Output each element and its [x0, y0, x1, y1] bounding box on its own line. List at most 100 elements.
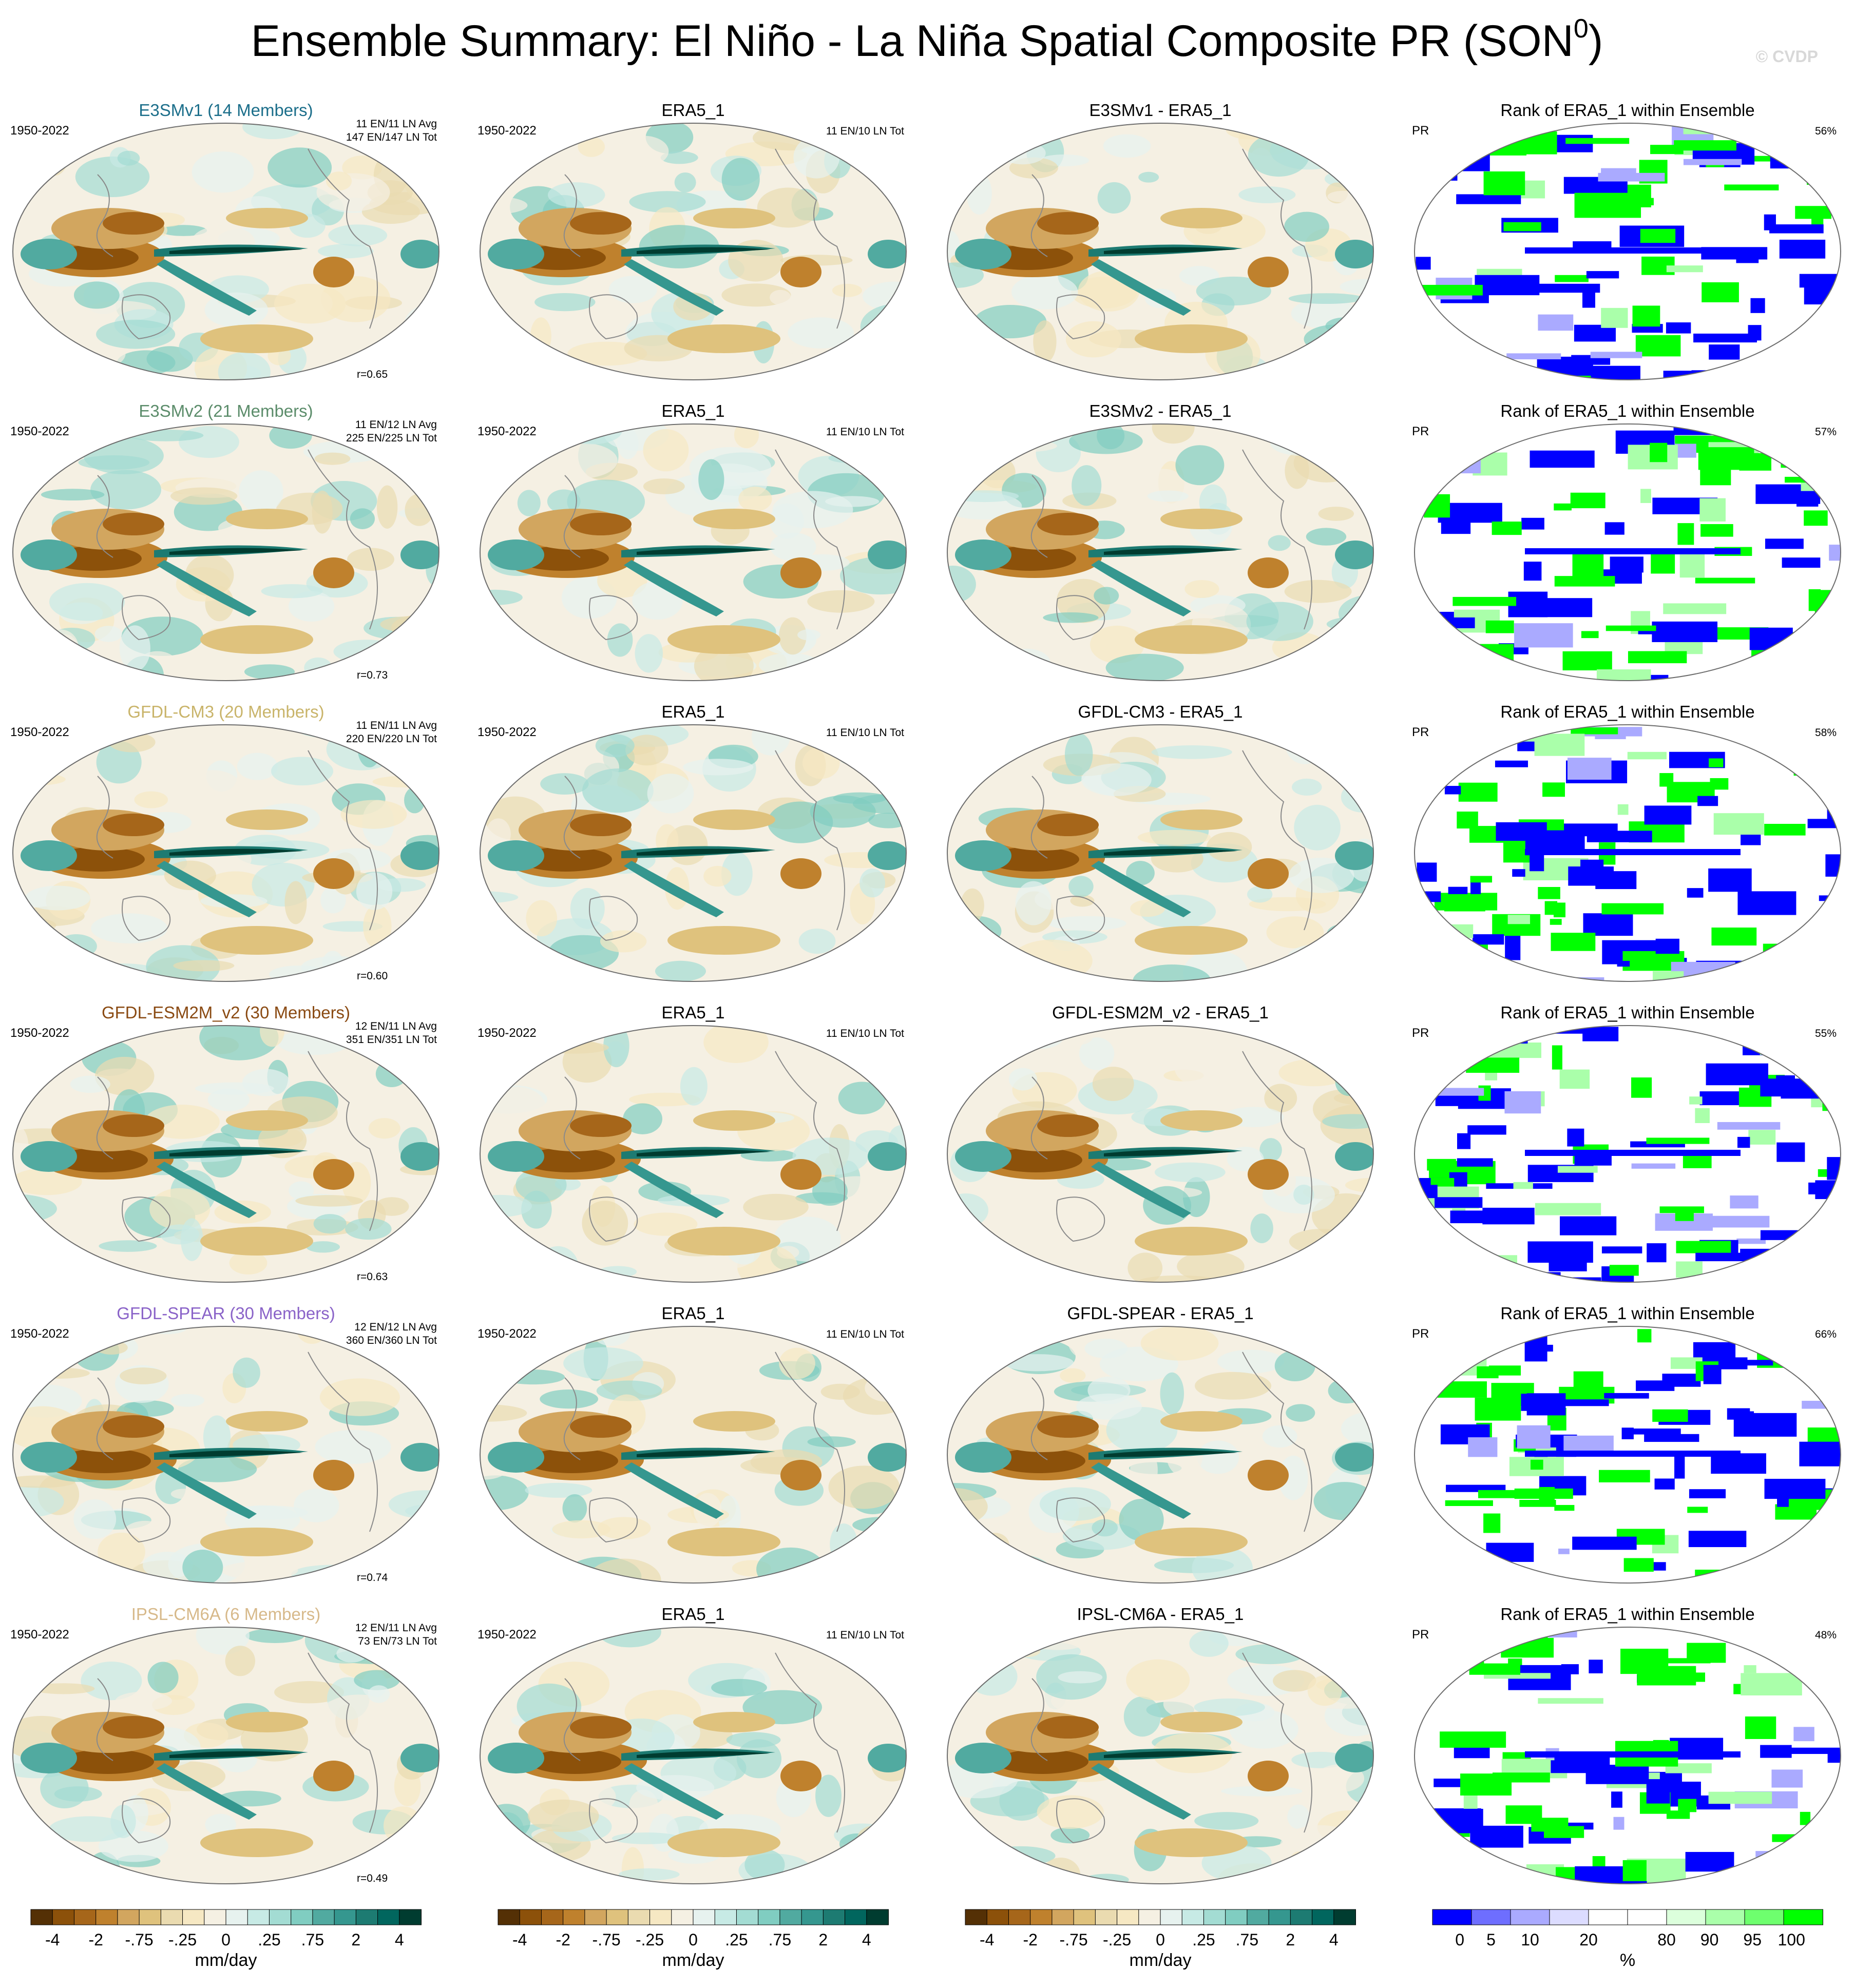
panel-period: 1950-2022 — [10, 725, 69, 739]
colorbar-swatch — [377, 1909, 400, 1925]
colorbar-swatch — [182, 1909, 205, 1925]
panel-r3-c1: ERA5_1 1950-2022 11 EN/10 LN Tot — [477, 1003, 907, 1283]
colorbar-swatch — [399, 1909, 422, 1925]
map-field — [13, 123, 439, 380]
panel-rank-percent: 66% — [1815, 1328, 1837, 1340]
panel-title-model: GFDL-CM3 (20 Members) — [127, 702, 324, 721]
panel-title-model: E3SMv1 (14 Members) — [139, 101, 313, 120]
colorbar-swatch — [498, 1909, 521, 1925]
map-outline — [947, 423, 1374, 681]
map-field — [13, 1326, 439, 1583]
panel-variable: PR — [1412, 424, 1429, 438]
colorbar-swatch — [986, 1909, 1009, 1925]
colorbar-tick-label: -.75 — [125, 1931, 154, 1949]
colorbar-swatch — [291, 1909, 313, 1925]
colorbar-tick-label: .25 — [725, 1931, 748, 1949]
map-field — [1415, 1326, 1841, 1583]
panel-title-model: IPSL-CM6A (6 Members) — [131, 1605, 321, 1624]
colorbar-swatch — [1549, 1909, 1589, 1925]
map-outline — [1414, 724, 1841, 982]
map-field — [480, 1326, 906, 1583]
panel-total-count: 11 EN/10 LN Tot — [826, 1328, 904, 1340]
colorbar-tick-label: 4 — [862, 1931, 871, 1949]
panel-r4-c0: GFDL-SPEAR (30 Members) 1950-2022 12 EN/12… — [10, 1304, 439, 1584]
panel-title-rank: Rank of ERA5_1 within Ensemble — [1500, 401, 1754, 420]
colorbar-tick-label: 20 — [1579, 1931, 1598, 1949]
map-outline — [480, 1627, 907, 1884]
map-field — [947, 1026, 1373, 1282]
colorbar-swatch — [1588, 1909, 1628, 1925]
panel-r3-c2: GFDL-ESM2M_v2 - ERA5_1 — [947, 1003, 1374, 1283]
panel-title-model: GFDL-SPEAR (30 Members) — [117, 1304, 335, 1323]
panel-r2-c0: GFDL-CM3 (20 Members) 1950-2022 11 EN/11 L… — [10, 702, 439, 982]
colorbar-swatch — [866, 1909, 889, 1925]
colorbar-swatch — [52, 1909, 75, 1925]
map-field — [947, 725, 1373, 981]
panel-r5-c2: IPSL-CM6A - ERA5_1 — [947, 1605, 1374, 1884]
panel-grid: E3SMv1 (14 Members) 1950-2022 11 EN/11 LN … — [10, 101, 1841, 1884]
map-outline — [1414, 1025, 1841, 1283]
precip-colorbar-1: -4 -2 -.75 -.25 0 .25 .75 2 4 mm/day — [498, 1909, 889, 1970]
colorbar-tick-label: -4 — [45, 1931, 60, 1949]
panel-r2-c3: Rank of ERA5_1 within Ensemble PR 58% — [1412, 702, 1841, 982]
panel-title-obs: ERA5_1 — [662, 1003, 725, 1022]
map-field — [1415, 424, 1841, 681]
map-outline — [1414, 423, 1841, 681]
panel-period: 1950-2022 — [10, 1026, 69, 1040]
panel-r0-c2: E3SMv1 - ERA5_1 — [947, 101, 1374, 380]
colorbar-tick-label: -.25 — [636, 1931, 664, 1949]
panel-period: 1950-2022 — [10, 1327, 69, 1341]
panel-title-model: GFDL-ESM2M_v2 (30 Members) — [102, 1003, 350, 1022]
panel-avg-count: 12 EN/12 LN Avg — [354, 1321, 437, 1333]
colorbar-tick-label: .25 — [1192, 1931, 1215, 1949]
map-field — [13, 424, 439, 681]
panel-period: 1950-2022 — [477, 1327, 537, 1341]
panel-title-model: E3SMv2 (21 Members) — [139, 401, 313, 420]
pattern-correlation-label: r=0.74 — [357, 1572, 388, 1584]
colorbar-swatch — [1073, 1909, 1096, 1925]
colorbar-swatch — [1333, 1909, 1356, 1925]
map-field — [480, 1627, 906, 1884]
panel-r4-c3: Rank of ERA5_1 within Ensemble PR 66% — [1412, 1304, 1841, 1584]
colorbar-swatch — [1705, 1909, 1745, 1925]
map-field — [947, 1326, 1373, 1583]
panel-rank-percent: 57% — [1815, 426, 1837, 438]
colorbar-swatch — [117, 1909, 140, 1925]
colorbar-swatch — [606, 1909, 629, 1925]
colorbar-swatch — [563, 1909, 585, 1925]
panel-r0-c1: ERA5_1 1950-2022 11 EN/10 LN Tot — [477, 101, 907, 380]
colorbar-tick-label: .25 — [258, 1931, 280, 1949]
map-field — [947, 1627, 1373, 1884]
panel-period: 1950-2022 — [10, 424, 69, 438]
map-field — [1415, 725, 1841, 981]
colorbar-row: -4 -2 -.75 -.25 0 .25 .75 2 4 mm/day -4 -2 -.75 -.25 0… — [30, 1909, 1823, 1970]
colorbar-swatch — [204, 1909, 226, 1925]
panel-variable: PR — [1412, 1327, 1429, 1341]
panel-variable: PR — [1412, 124, 1429, 138]
colorbar-swatch — [1510, 1909, 1550, 1925]
panel-total-count: 73 EN/73 LN Tot — [358, 1635, 437, 1647]
map-outline — [12, 1326, 439, 1584]
panel-title-rank: Rank of ERA5_1 within Ensemble — [1500, 1605, 1754, 1624]
colorbar-swatch — [269, 1909, 292, 1925]
panel-avg-count: 12 EN/11 LN Avg — [355, 1020, 437, 1032]
map-outline — [480, 724, 907, 982]
precip-colorbar-0: -4 -2 -.75 -.25 0 .25 .75 2 4 mm/day — [30, 1909, 422, 1970]
colorbar-swatch — [736, 1909, 759, 1925]
colorbar-swatch — [779, 1909, 802, 1925]
map-field — [947, 424, 1373, 681]
map-field — [480, 424, 906, 681]
panel-title-rank: Rank of ERA5_1 within Ensemble — [1500, 1003, 1754, 1022]
panel-title-obs: ERA5_1 — [662, 1605, 725, 1624]
panel-title-obs: ERA5_1 — [662, 1304, 725, 1323]
map-field — [1415, 1627, 1841, 1884]
map-field — [480, 123, 906, 380]
colorbar-swatch — [1290, 1909, 1313, 1925]
panel-total-count: 11 EN/10 LN Tot — [826, 426, 904, 438]
panel-rank-percent: 48% — [1815, 1629, 1837, 1641]
panel-title-obs: ERA5_1 — [662, 101, 725, 120]
panel-total-count: 11 EN/10 LN Tot — [826, 125, 904, 137]
panel-title-diff: E3SMv2 - ERA5_1 — [1090, 401, 1232, 420]
pattern-correlation-label: r=0.63 — [357, 1271, 388, 1283]
colorbar-tick-label: 5 — [1486, 1931, 1496, 1949]
